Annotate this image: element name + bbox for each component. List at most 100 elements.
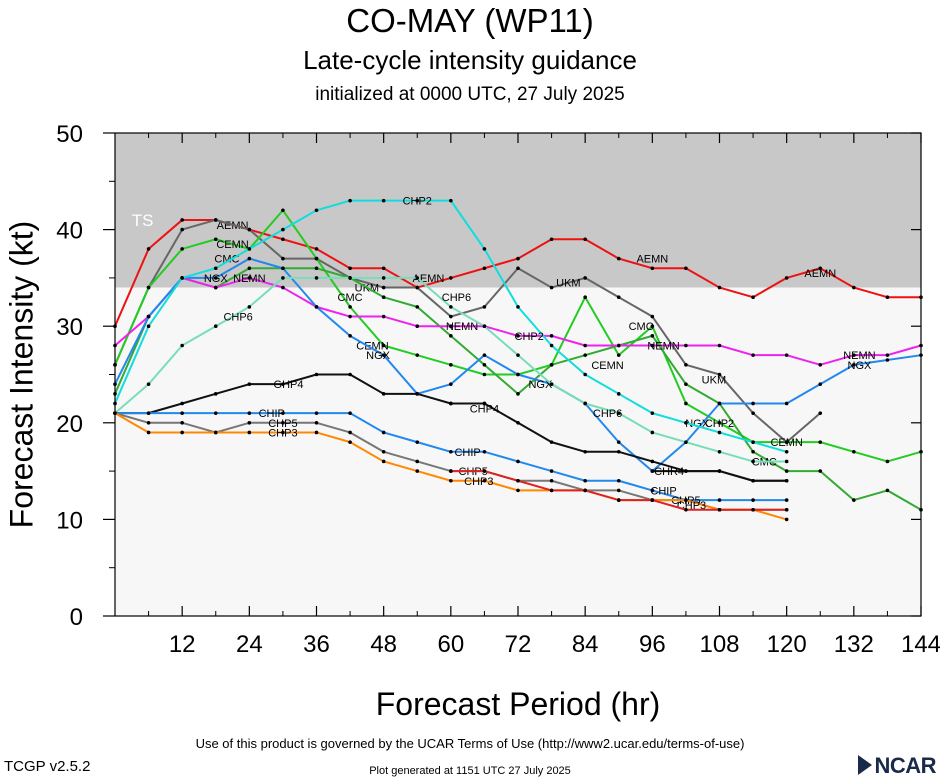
x-axis-label: Forecast Period (hr) bbox=[375, 686, 661, 722]
x-tick-label: 120 bbox=[767, 631, 807, 658]
data-point bbox=[751, 478, 755, 483]
data-point bbox=[717, 498, 722, 502]
data-point bbox=[784, 440, 789, 444]
series-label: CHP3 bbox=[464, 476, 493, 488]
data-point bbox=[449, 324, 453, 329]
data-point bbox=[180, 421, 184, 425]
data-point bbox=[415, 198, 420, 203]
x-tick-label: 60 bbox=[437, 631, 464, 658]
data-point bbox=[449, 198, 453, 203]
data-point bbox=[751, 449, 755, 454]
data-point bbox=[684, 343, 688, 348]
data-point bbox=[549, 488, 554, 493]
data-point bbox=[415, 324, 420, 329]
data-point bbox=[650, 314, 655, 319]
data-point bbox=[314, 305, 319, 309]
series-chr4: CHR4 bbox=[650, 466, 789, 483]
data-point bbox=[616, 256, 621, 261]
data-point bbox=[717, 507, 722, 512]
data-point bbox=[684, 440, 688, 444]
data-point bbox=[852, 363, 856, 367]
series-label: CHP6 bbox=[442, 292, 471, 304]
data-point bbox=[314, 372, 319, 377]
data-point bbox=[482, 324, 487, 329]
data-point bbox=[314, 421, 319, 425]
axes: 12 24 36 48 60 72 84 96 108 120 132 144 0 10 20 30 40 50 bbox=[56, 121, 940, 658]
data-point bbox=[482, 363, 487, 367]
data-point bbox=[314, 266, 319, 271]
data-point bbox=[146, 411, 151, 415]
data-point bbox=[482, 247, 487, 251]
data-point bbox=[482, 449, 487, 454]
data-point bbox=[751, 401, 755, 406]
data-point bbox=[213, 285, 218, 290]
data-point bbox=[818, 382, 823, 386]
data-point bbox=[146, 285, 151, 290]
data-point bbox=[516, 256, 520, 261]
data-point bbox=[583, 401, 587, 406]
data-point bbox=[717, 343, 722, 348]
y-axis-label: Forecast Intensity (kt) bbox=[3, 220, 40, 529]
data-point bbox=[281, 227, 285, 232]
data-point bbox=[247, 421, 252, 425]
series-label: NEMN bbox=[647, 341, 679, 353]
data-point bbox=[348, 305, 352, 309]
chart-subtitle: Late-cycle intensity guidance bbox=[303, 45, 637, 75]
data-point bbox=[717, 449, 722, 454]
data-point bbox=[583, 343, 587, 348]
series-label: CHP2 bbox=[515, 331, 544, 343]
data-point bbox=[650, 469, 655, 473]
data-point bbox=[449, 382, 453, 386]
series-label: NEMN bbox=[233, 273, 265, 285]
data-point bbox=[146, 247, 151, 251]
data-point bbox=[180, 401, 184, 406]
data-point bbox=[213, 392, 218, 396]
data-point bbox=[818, 266, 823, 271]
series-label: NGX bbox=[204, 273, 229, 285]
version-label: TCGP v2.5.2 bbox=[4, 758, 91, 775]
x-tick-label: 24 bbox=[236, 631, 263, 658]
data-point bbox=[247, 266, 252, 271]
data-point bbox=[717, 372, 722, 377]
data-point bbox=[213, 266, 218, 271]
data-point bbox=[516, 305, 520, 309]
data-point bbox=[784, 498, 789, 502]
series-label: CEMN bbox=[591, 360, 623, 372]
data-point bbox=[885, 459, 890, 464]
data-point bbox=[717, 401, 722, 406]
data-point bbox=[751, 459, 755, 464]
data-point bbox=[885, 353, 890, 357]
data-point bbox=[650, 488, 655, 493]
data-point bbox=[549, 343, 554, 348]
series-label: CHP4 bbox=[470, 403, 499, 415]
data-point bbox=[784, 449, 789, 454]
data-point bbox=[583, 372, 587, 377]
data-point bbox=[314, 247, 319, 251]
x-tick-label: 132 bbox=[834, 631, 874, 658]
data-point bbox=[281, 382, 285, 386]
data-point bbox=[415, 285, 420, 290]
series-label: CMC bbox=[338, 292, 363, 304]
data-point bbox=[516, 459, 520, 464]
data-point bbox=[180, 227, 184, 232]
data-point bbox=[650, 266, 655, 271]
series-label: NGX bbox=[528, 379, 553, 391]
data-point bbox=[482, 266, 487, 271]
data-point bbox=[314, 411, 319, 415]
data-point bbox=[583, 295, 587, 300]
init-time: initialized at 0000 UTC, 27 July 2025 bbox=[315, 84, 625, 105]
y-tick-label: 30 bbox=[56, 314, 83, 341]
series-label: CHP2 bbox=[705, 418, 734, 430]
series-chip: CHIP CHIP CHIP bbox=[113, 408, 789, 502]
data-point bbox=[348, 276, 352, 280]
data-point bbox=[247, 276, 252, 280]
series-label: CHP6 bbox=[593, 408, 622, 420]
x-tick-label: 48 bbox=[370, 631, 397, 658]
data-point bbox=[180, 430, 184, 435]
series-label: CEMN bbox=[770, 437, 802, 449]
data-point bbox=[281, 276, 285, 280]
data-point bbox=[247, 411, 252, 415]
data-point bbox=[381, 266, 386, 271]
